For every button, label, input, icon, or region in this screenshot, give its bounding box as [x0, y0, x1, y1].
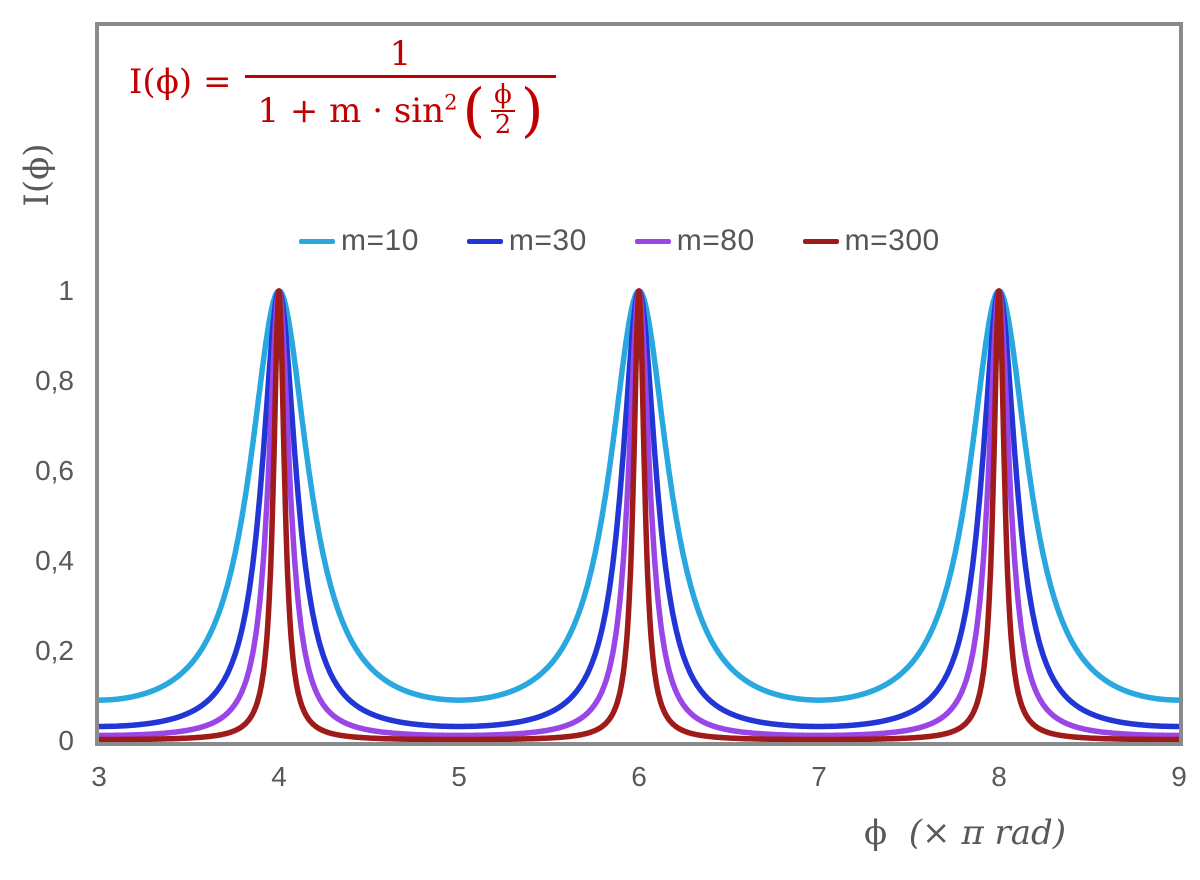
legend-swatch [634, 238, 671, 244]
inner-fraction: ϕ 2 [490, 82, 516, 139]
y-tick-label: 0,2 [35, 635, 74, 666]
legend-label: m=10 [341, 224, 419, 257]
legend-swatch [802, 238, 839, 244]
formula-denominator: 1 + m · sin2 ( ϕ 2 ) [245, 75, 556, 145]
legend-swatch [299, 238, 335, 244]
inner-denominator: 2 [490, 109, 516, 139]
open-paren: ( [462, 76, 486, 145]
y-tick-label: 0,4 [35, 545, 74, 576]
x-tick-label: 4 [271, 761, 287, 792]
legend-label: m=300 [844, 224, 940, 257]
x-axis-title: ϕ (× π rad) [863, 813, 1067, 853]
x-tick-label: 8 [991, 761, 1007, 792]
legend-label: m=80 [676, 224, 755, 257]
formula-exponent: 2 [444, 89, 458, 115]
inner-numerator: ϕ [494, 80, 512, 111]
curves-svg [99, 288, 1179, 742]
y-tick-label: 1 [58, 275, 74, 306]
formula-numerator: 1 [389, 34, 412, 74]
legend-item-m-30: m=30 [466, 224, 587, 258]
formula-annotation: I(ϕ) = 1 1 + m · sin2 ( ϕ 2 ) [129, 34, 556, 145]
legend-item-m-300: m=300 [802, 224, 940, 258]
close-paren: ) [520, 76, 544, 145]
legend: m=10 m=30 m=80 m=300 [299, 224, 940, 258]
legend-item-m-10: m=10 [299, 224, 419, 258]
x-tick-label: 5 [451, 761, 467, 792]
y-tick-label: 0,8 [35, 365, 74, 396]
y-axis-title: I(ϕ) [17, 143, 57, 207]
y-tick-label: 0 [58, 725, 74, 756]
x-tick-label: 6 [631, 761, 647, 792]
y-tick-label: 0,6 [35, 455, 74, 486]
formula-fraction: 1 1 + m · sin2 ( ϕ 2 ) [245, 34, 556, 145]
formula-lhs: I(ϕ) = [129, 62, 232, 102]
legend-label: m=30 [508, 224, 587, 257]
curve-m-300 [99, 288, 1179, 742]
x-tick-label: 7 [811, 761, 827, 792]
x-tick-label: 3 [91, 761, 107, 792]
legend-item-m-80: m=80 [634, 224, 755, 258]
x-tick-label: 9 [1171, 761, 1187, 792]
formula-denominator-text: 1 + m · sin2 [257, 89, 458, 131]
plot-area: I(ϕ) = 1 1 + m · sin2 ( ϕ 2 ) m=10 m=30 [95, 22, 1183, 746]
legend-swatch [466, 238, 503, 244]
curve-m-80 [99, 288, 1179, 739]
